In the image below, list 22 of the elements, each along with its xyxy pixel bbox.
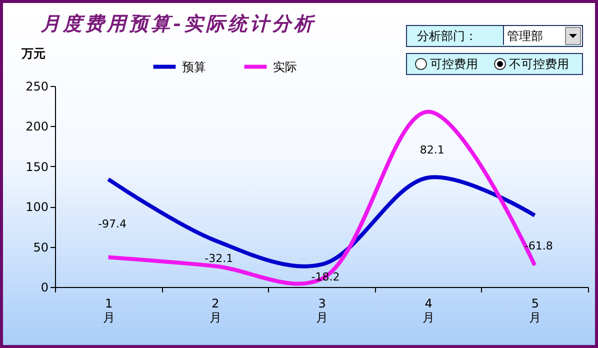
x-tick-label: 5 月 xyxy=(529,296,542,324)
text: 分析部门： xyxy=(417,28,477,45)
legend-label: 实际 xyxy=(273,60,297,74)
legend-label: 预算 xyxy=(182,60,206,74)
dropdown-field: 管理部 xyxy=(503,26,582,45)
y-tick-label: 150 xyxy=(26,160,48,174)
annotation: 82.1 xyxy=(420,144,444,157)
x-tick-label: 1 月 xyxy=(102,296,115,324)
x-tick-label: 3 月 xyxy=(316,296,328,324)
x-tick-label: 4 月 xyxy=(422,296,435,324)
text: 不可控费用 xyxy=(509,57,569,71)
y-tick-label: 100 xyxy=(26,200,48,214)
text: 可控费用 xyxy=(430,57,478,71)
chart-title: 月度费用预算-实际统计分析 xyxy=(41,12,316,37)
x-tick-label: 2 月 xyxy=(209,296,222,324)
y-tick-label: 250 xyxy=(26,80,48,94)
annotation: -97.4 xyxy=(98,217,127,230)
annotation: -32.1 xyxy=(204,252,234,266)
y-tick-label: 0 xyxy=(40,280,48,294)
y-axis-title: 万元 xyxy=(20,46,46,60)
y-tick-label: 50 xyxy=(33,240,48,254)
y-tick-label: 200 xyxy=(26,120,48,134)
